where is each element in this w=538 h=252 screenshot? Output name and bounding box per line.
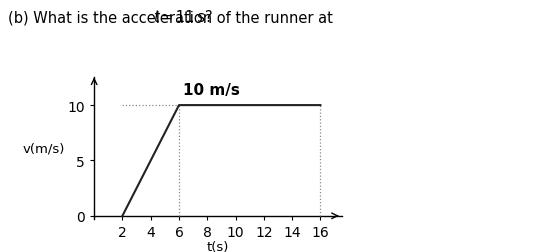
Text: 10 m/s: 10 m/s [183,83,240,98]
Text: (b) What is the acceleration of the runner at: (b) What is the acceleration of the runn… [8,10,337,25]
X-axis label: t(s): t(s) [207,240,229,252]
Text: = 11 s?: = 11 s? [158,10,213,25]
Text: t: t [153,10,159,25]
Y-axis label: v(m/s): v(m/s) [23,142,65,155]
